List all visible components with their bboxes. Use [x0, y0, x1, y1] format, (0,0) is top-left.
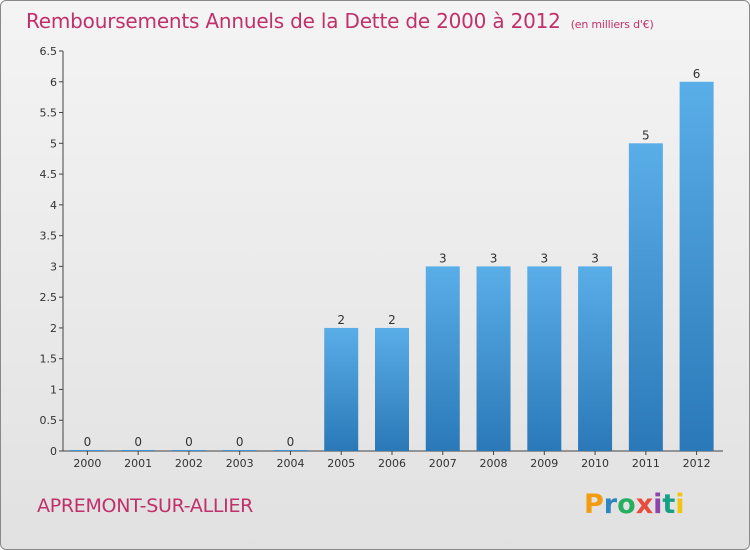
bar-2004 — [273, 450, 308, 451]
logo-letter: x — [635, 489, 654, 520]
bar-2005 — [324, 327, 359, 451]
bar-2011 — [628, 143, 663, 452]
logo-letter: o — [617, 489, 636, 520]
y-tick-label: 6.5 — [40, 45, 58, 58]
logo-letter: i — [675, 489, 685, 520]
title-text: Remboursements Annuels de la Dette de 20… — [26, 9, 561, 33]
data-label-2011: 5 — [642, 128, 650, 142]
x-tick-label-2012: 2012 — [683, 457, 711, 470]
x-tick-label-2007: 2007 — [429, 457, 457, 470]
bar-2010 — [578, 266, 613, 451]
y-tick-label: 6 — [50, 76, 57, 89]
logo-letter: t — [662, 489, 676, 520]
y-tick-label: 5.5 — [40, 107, 58, 120]
data-label-2000: 0 — [84, 435, 92, 449]
title-unit: (en milliers d'€) — [570, 18, 654, 31]
data-label-2009: 3 — [540, 251, 548, 265]
x-tick-label-2000: 2000 — [73, 457, 101, 470]
logo-letter: i — [653, 489, 663, 520]
data-label-2004: 0 — [287, 435, 295, 449]
x-tick-label-2005: 2005 — [327, 457, 355, 470]
logo-letter: r — [603, 489, 618, 520]
x-tick-label-2001: 2001 — [124, 457, 152, 470]
chart-bars: 0 0 0 0 0 2 2 3 3 3 3 5 6 — [70, 67, 714, 452]
data-label-2006: 2 — [388, 313, 396, 327]
data-label-2001: 0 — [134, 435, 142, 449]
y-tick-label: 3.5 — [40, 230, 58, 243]
data-label-2010: 3 — [591, 251, 599, 265]
bar-2006 — [375, 327, 409, 451]
bar-2001 — [121, 450, 156, 451]
bar-2009 — [527, 266, 562, 451]
logo-letter: P — [584, 489, 604, 520]
y-tick-label: 2 — [50, 322, 57, 335]
y-tick-label: 1 — [50, 383, 57, 396]
x-tick-label-2002: 2002 — [175, 457, 203, 470]
data-label-2007: 3 — [439, 251, 447, 265]
x-tick-label-2010: 2010 — [581, 457, 609, 470]
x-tick-label-2008: 2008 — [480, 457, 508, 470]
bar-2007 — [425, 266, 460, 451]
proxiti-logo[interactable]: Proxiti — [584, 489, 685, 520]
bar-2008 — [476, 266, 511, 451]
x-tick-label-2011: 2011 — [632, 457, 660, 470]
y-tick-label: 4 — [50, 199, 57, 212]
data-label-2008: 3 — [490, 251, 498, 265]
x-tick-label-2009: 2009 — [530, 457, 558, 470]
bar-2003 — [222, 450, 257, 451]
y-tick-label: 4.5 — [40, 168, 58, 181]
commune-name: APREMONT-SUR-ALLIER — [37, 495, 254, 517]
y-tick-label: 0 — [50, 445, 57, 458]
bar-2012 — [679, 81, 714, 452]
data-label-2012: 6 — [693, 67, 701, 81]
y-tick-label: 1.5 — [40, 353, 58, 366]
x-tick-label-2006: 2006 — [378, 457, 406, 470]
y-tick-label: 5 — [50, 137, 57, 150]
x-tick-label-2004: 2004 — [276, 457, 304, 470]
data-label-2002: 0 — [185, 435, 193, 449]
chart-title: Remboursements Annuels de la Dette de 20… — [26, 9, 654, 33]
y-tick-label: 3 — [50, 260, 57, 273]
bar-2000 — [70, 450, 105, 451]
bar-2002 — [171, 450, 206, 451]
y-tick-label: 0.5 — [40, 414, 58, 427]
data-label-2005: 2 — [337, 313, 345, 327]
x-tick-label-2003: 2003 — [226, 457, 254, 470]
data-label-2003: 0 — [236, 435, 244, 449]
y-tick-label: 2.5 — [40, 291, 58, 304]
